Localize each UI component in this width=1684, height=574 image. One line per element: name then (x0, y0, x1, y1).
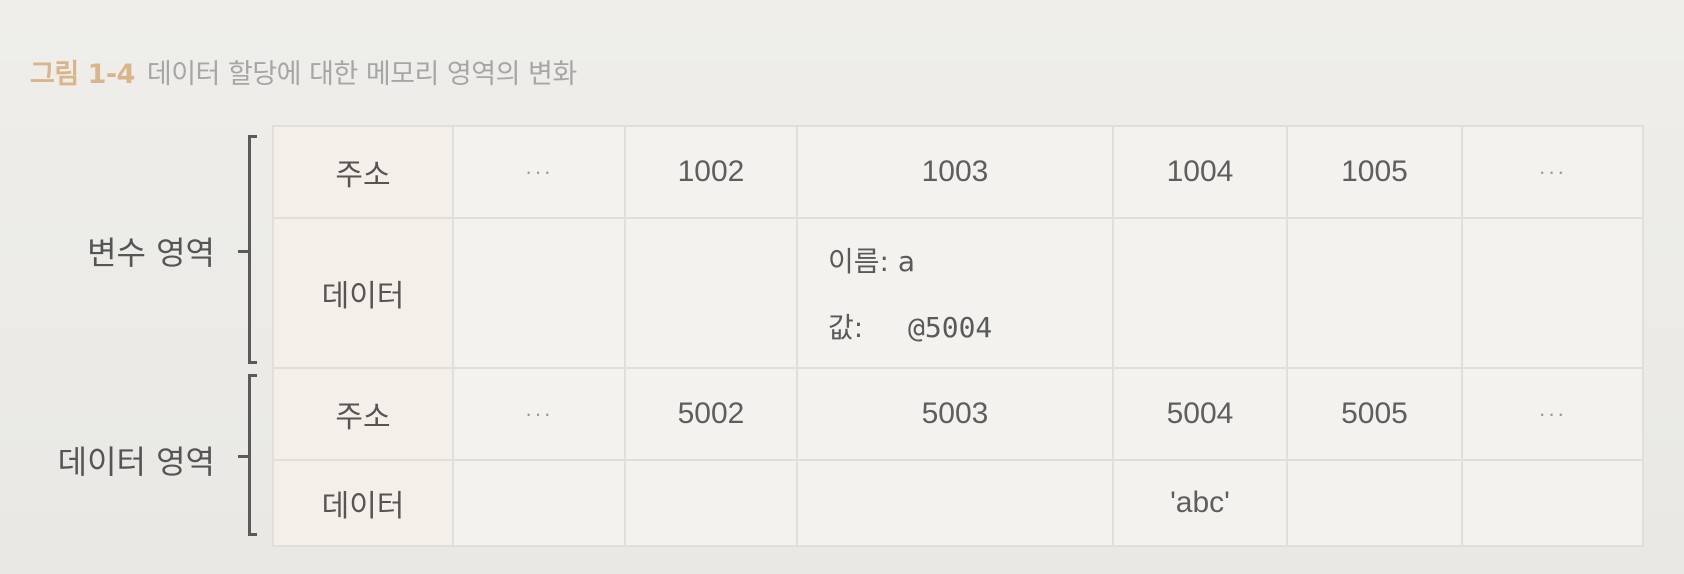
figure-number: 그림 1-4 (30, 59, 135, 90)
variable-address-cell: 1004 (1112, 125, 1288, 219)
data-address-cell: 5003 (796, 367, 1114, 461)
variable-data-row: 데이터 이름: a 값: @5004 (272, 217, 1644, 369)
row-header-address: 주소 (272, 125, 454, 219)
variable-name-line: 이름: a (828, 245, 916, 278)
data-address-cell: 5002 (624, 367, 798, 461)
variable-address-cell: ··· (1461, 125, 1644, 219)
data-address-cell: ··· (1461, 367, 1644, 461)
data-address-cell: 5004 (1112, 367, 1288, 461)
variable-address-cell: 1003 (796, 125, 1114, 219)
variable-address-row: 주소 ··· 1002 1003 1004 1005 ··· (272, 125, 1644, 219)
data-data-cell (1461, 459, 1644, 547)
variable-address-cell: ··· (452, 125, 626, 219)
data-data-cell (796, 459, 1114, 547)
variable-data-cell (1112, 217, 1288, 369)
variable-data-cell (452, 217, 626, 369)
variable-address-cell: 1002 (624, 125, 798, 219)
value-pointer: @5004 (908, 311, 993, 344)
data-region-brace (238, 374, 261, 536)
memory-table: 주소 ··· 1002 1003 1004 1005 ··· 데이터 이름: a… (272, 125, 1644, 547)
variable-address-cell: 1005 (1286, 125, 1463, 219)
data-address-cell: 5005 (1286, 367, 1463, 461)
row-header-address: 주소 (272, 367, 454, 461)
variable-region-brace (238, 135, 261, 364)
figure-caption: 그림 1-4 데이터 할당에 대한 메모리 영역의 변화 (30, 52, 577, 91)
row-header-data: 데이터 (272, 459, 454, 547)
data-data-cell-5004: 'abc' (1112, 459, 1288, 547)
variable-data-cell (1461, 217, 1644, 369)
variable-data-cell (624, 217, 798, 369)
row-header-data: 데이터 (272, 217, 454, 369)
variable-region-label: 변수 영역 (87, 234, 215, 272)
data-data-cell (452, 459, 626, 547)
figure-title: 데이터 할당에 대한 메모리 영역의 변화 (146, 59, 577, 90)
data-address-row: 주소 ··· 5002 5003 5004 5005 ··· (272, 367, 1644, 461)
data-address-cell: ··· (452, 367, 626, 461)
variable-data-cell (1286, 217, 1463, 369)
value-key: 값: (828, 311, 864, 344)
data-region-label: 데이터 영역 (57, 443, 215, 481)
variable-data-cell-1003: 이름: a 값: @5004 (796, 217, 1114, 369)
variable-value-line: 값: @5004 (828, 306, 1112, 346)
data-data-cell (624, 459, 798, 547)
data-data-row: 데이터 'abc' (272, 459, 1644, 547)
data-data-cell (1286, 459, 1463, 547)
